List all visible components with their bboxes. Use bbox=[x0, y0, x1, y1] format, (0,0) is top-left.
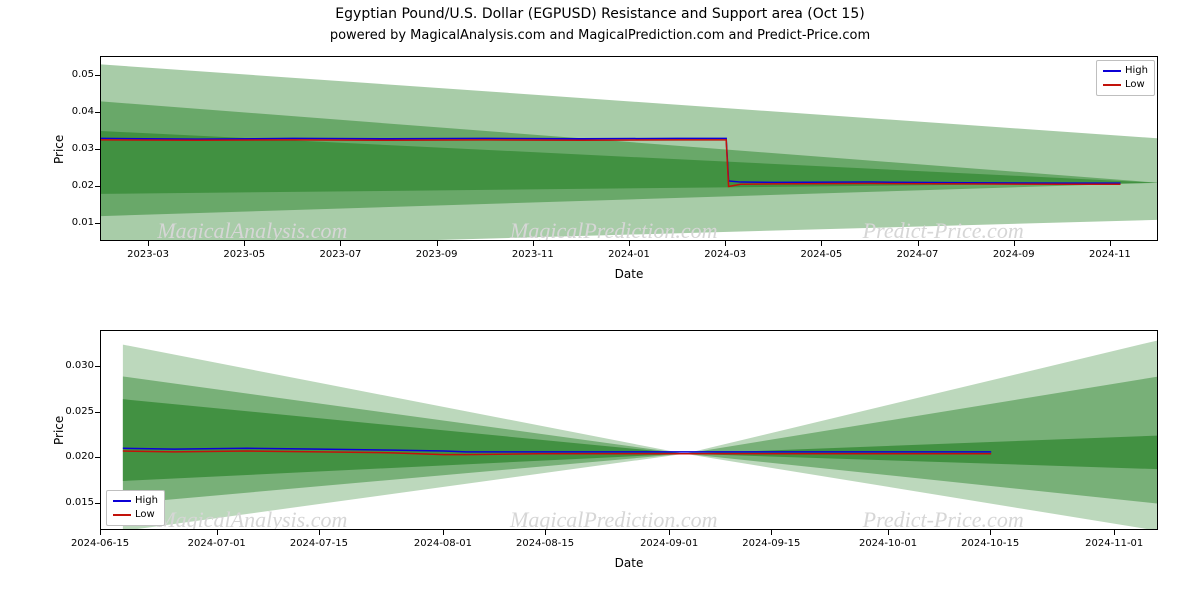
price-line bbox=[101, 140, 1121, 187]
xtick-label: 2024-01 bbox=[608, 249, 650, 260]
xtick-label: 2024-07-01 bbox=[188, 538, 246, 549]
watermark: Predict-Price.com bbox=[863, 218, 1024, 241]
xtick-label: 2023-05 bbox=[223, 249, 265, 260]
xtick-label: 2023-03 bbox=[127, 249, 169, 260]
legend-swatch-low bbox=[1103, 84, 1121, 86]
chart-subtitle: powered by MagicalAnalysis.com and Magic… bbox=[0, 28, 1200, 43]
watermark: MagicalPrediction.com bbox=[510, 218, 718, 241]
price-line bbox=[123, 451, 991, 455]
ytick-label: 0.02 bbox=[56, 180, 94, 191]
xtick-label: 2024-08-15 bbox=[516, 538, 574, 549]
xtick-label: 2024-08-01 bbox=[414, 538, 472, 549]
ytick-label: 0.025 bbox=[56, 406, 94, 417]
xtick-label: 2024-07-15 bbox=[290, 538, 348, 549]
legend-label-high: High bbox=[135, 494, 158, 508]
legend-row-high: High bbox=[1103, 64, 1148, 78]
xtick-label: 2024-10-01 bbox=[859, 538, 917, 549]
watermark: MagicalAnalysis.com bbox=[157, 507, 347, 530]
legend-row-low: Low bbox=[1103, 78, 1148, 92]
legend-swatch-low bbox=[113, 514, 131, 516]
ytick-label: 0.030 bbox=[56, 360, 94, 371]
xtick-label: 2024-10-15 bbox=[961, 538, 1019, 549]
page: Egyptian Pound/U.S. Dollar (EGPUSD) Resi… bbox=[0, 0, 1200, 600]
top-chart-legend: High Low bbox=[1096, 60, 1155, 96]
legend-row-high: High bbox=[113, 494, 158, 508]
price-line bbox=[101, 138, 1121, 183]
bottom-chart-legend: High Low bbox=[106, 490, 165, 526]
ytick-label: 0.05 bbox=[56, 69, 94, 80]
chart-title: Egyptian Pound/U.S. Dollar (EGPUSD) Resi… bbox=[0, 6, 1200, 22]
support-resistance-band bbox=[101, 131, 1158, 194]
bottom-chart-ylabel: Price bbox=[52, 416, 66, 445]
bottom-chart-xlabel: Date bbox=[100, 556, 1158, 570]
legend-swatch-high bbox=[1103, 70, 1121, 72]
chart-svg bbox=[101, 57, 1157, 240]
watermark: MagicalAnalysis.com bbox=[157, 218, 347, 241]
watermark: MagicalPrediction.com bbox=[510, 507, 718, 530]
ytick-label: 0.01 bbox=[56, 217, 94, 228]
legend-label-low: Low bbox=[1125, 78, 1145, 92]
xtick-label: 2023-07 bbox=[320, 249, 362, 260]
price-line bbox=[123, 448, 991, 452]
xtick-label: 2024-11-01 bbox=[1085, 538, 1143, 549]
legend-label-high: High bbox=[1125, 64, 1148, 78]
xtick-label: 2023-09 bbox=[416, 249, 458, 260]
xtick-label: 2024-09 bbox=[993, 249, 1035, 260]
xtick-label: 2024-07 bbox=[897, 249, 939, 260]
legend-label-low: Low bbox=[135, 508, 155, 522]
ytick-label: 0.04 bbox=[56, 106, 94, 117]
legend-swatch-high bbox=[113, 500, 131, 502]
xtick-label: 2024-06-15 bbox=[71, 538, 129, 549]
ytick-label: 0.03 bbox=[56, 143, 94, 154]
support-resistance-band bbox=[123, 376, 1158, 503]
xtick-label: 2024-11 bbox=[1089, 249, 1131, 260]
bottom-chart-panel: MagicalAnalysis.com MagicalPrediction.com… bbox=[100, 330, 1158, 530]
xtick-label: 2024-09-01 bbox=[640, 538, 698, 549]
xtick-label: 2024-09-15 bbox=[742, 538, 800, 549]
xtick-label: 2024-03 bbox=[704, 249, 746, 260]
support-resistance-band bbox=[101, 64, 1158, 241]
legend-row-low: Low bbox=[113, 508, 158, 522]
top-chart-panel: MagicalAnalysis.com MagicalPrediction.com… bbox=[100, 56, 1158, 241]
xtick-label: 2023-11 bbox=[512, 249, 554, 260]
ytick-label: 0.020 bbox=[56, 451, 94, 462]
support-resistance-band bbox=[123, 340, 1158, 530]
ytick-label: 0.015 bbox=[56, 497, 94, 508]
support-resistance-band bbox=[101, 101, 1158, 216]
top-chart-xlabel: Date bbox=[100, 267, 1158, 281]
watermark: Predict-Price.com bbox=[863, 507, 1024, 530]
xtick-label: 2024-05 bbox=[800, 249, 842, 260]
chart-svg bbox=[101, 331, 1157, 529]
support-resistance-band bbox=[123, 399, 1158, 481]
